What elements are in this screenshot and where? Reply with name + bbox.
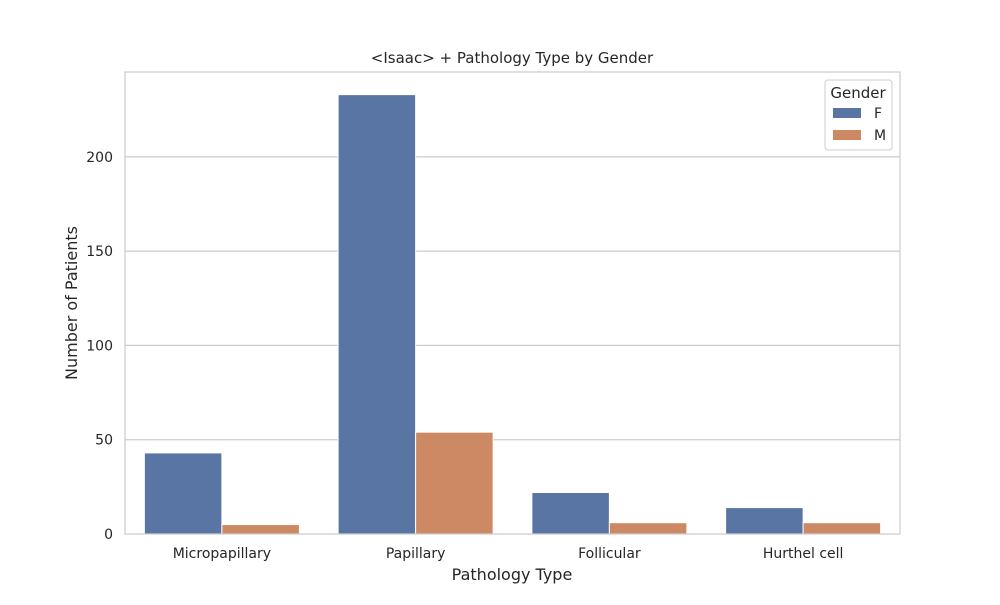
chart-title: <Isaac> + Pathology Type by Gender bbox=[371, 49, 654, 67]
y-tick-label: 150 bbox=[86, 244, 113, 260]
x-tick-label: Hurthel cell bbox=[763, 546, 844, 562]
bar-m-2 bbox=[608, 522, 688, 535]
x-tick-label: Follicular bbox=[578, 546, 641, 562]
plot-frame bbox=[124, 71, 901, 535]
x-tick-labels: Micropapillary Papillary Follicular Hurthel… bbox=[173, 546, 844, 562]
legend-swatch-m bbox=[833, 130, 861, 140]
legend-swatch-f bbox=[833, 108, 861, 118]
bar-f-3 bbox=[725, 507, 804, 535]
bars bbox=[143, 94, 882, 535]
y-axis-label: Number of Patients bbox=[62, 226, 81, 380]
y-tick-label: 0 bbox=[104, 527, 113, 543]
y-tick-label: 100 bbox=[86, 338, 113, 354]
x-tick-label: Micropapillary bbox=[173, 546, 271, 562]
legend-title: Gender bbox=[830, 84, 886, 102]
bar-m-0 bbox=[221, 524, 300, 535]
legend-items: FM bbox=[833, 106, 886, 144]
y-tick-label: 50 bbox=[95, 433, 113, 449]
x-tick-label: Papillary bbox=[386, 546, 446, 562]
bar-f-0 bbox=[143, 452, 223, 535]
legend: Gender FM bbox=[824, 79, 893, 151]
y-tick-labels: 0 50 100 150 200 bbox=[86, 150, 113, 543]
bar-f-1 bbox=[337, 94, 417, 535]
bar-m-3 bbox=[802, 522, 882, 535]
y-tick-label: 200 bbox=[86, 150, 113, 166]
bar-m-1 bbox=[415, 431, 494, 535]
gridlines bbox=[125, 156, 900, 441]
x-axis-label: Pathology Type bbox=[452, 565, 573, 584]
bar-f-2 bbox=[531, 492, 610, 535]
legend-label-f: F bbox=[874, 106, 882, 122]
legend-label-m: M bbox=[874, 128, 886, 144]
